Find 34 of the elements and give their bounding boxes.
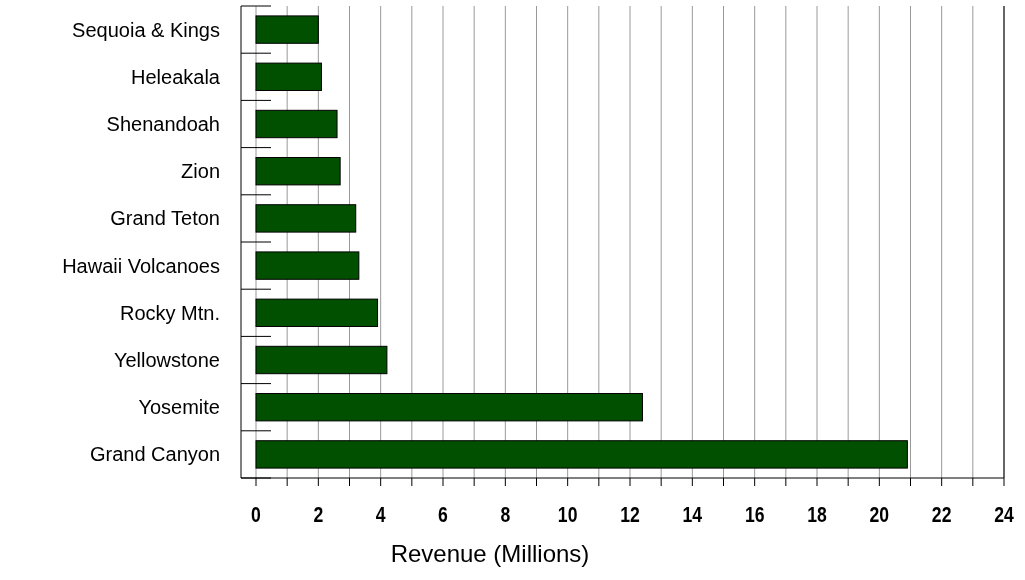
x-tick-label: 16 bbox=[744, 502, 765, 527]
x-tick-label: 6 bbox=[438, 502, 448, 527]
y-tick-label: Grand Teton bbox=[110, 207, 220, 230]
x-tick-label: 0 bbox=[251, 502, 261, 527]
y-tick-label: Yosemite bbox=[138, 396, 220, 419]
y-tick-label: Shenandoah bbox=[106, 113, 220, 135]
y-tick-label: Hawaii Volcanoes bbox=[62, 254, 220, 277]
y-tick-label: Heleakala bbox=[131, 65, 221, 88]
bar bbox=[255, 345, 388, 375]
bar bbox=[255, 298, 379, 327]
y-tick-label: Yellowstone bbox=[113, 349, 220, 371]
bar bbox=[255, 15, 319, 44]
y-tick-label: Rocky Mtn. bbox=[119, 301, 220, 324]
x-axis-title: Revenue (Millions) bbox=[390, 540, 590, 567]
bar bbox=[255, 251, 360, 280]
x-tick-label: 12 bbox=[620, 502, 640, 527]
x-tick-label: 2 bbox=[313, 502, 324, 527]
x-tick-label: 4 bbox=[375, 502, 386, 527]
x-tick-label: 22 bbox=[931, 502, 952, 527]
bar bbox=[255, 204, 357, 233]
bar bbox=[255, 62, 322, 91]
y-tick-label: Sequoia & Kings bbox=[72, 18, 220, 41]
y-tick-label: Zion bbox=[181, 160, 220, 183]
bar bbox=[255, 393, 643, 422]
x-tick-label: 8 bbox=[500, 502, 511, 527]
x-tick-label: 24 bbox=[994, 502, 1014, 527]
x-tick-label: 14 bbox=[682, 502, 703, 527]
x-tick-label: 20 bbox=[869, 502, 890, 527]
y-tick-label: Grand Canyon bbox=[89, 443, 220, 466]
bar bbox=[255, 109, 338, 139]
x-tick-label: 18 bbox=[807, 502, 827, 527]
bar bbox=[255, 157, 341, 186]
bar bbox=[255, 440, 908, 469]
x-tick-label: 10 bbox=[557, 502, 578, 527]
